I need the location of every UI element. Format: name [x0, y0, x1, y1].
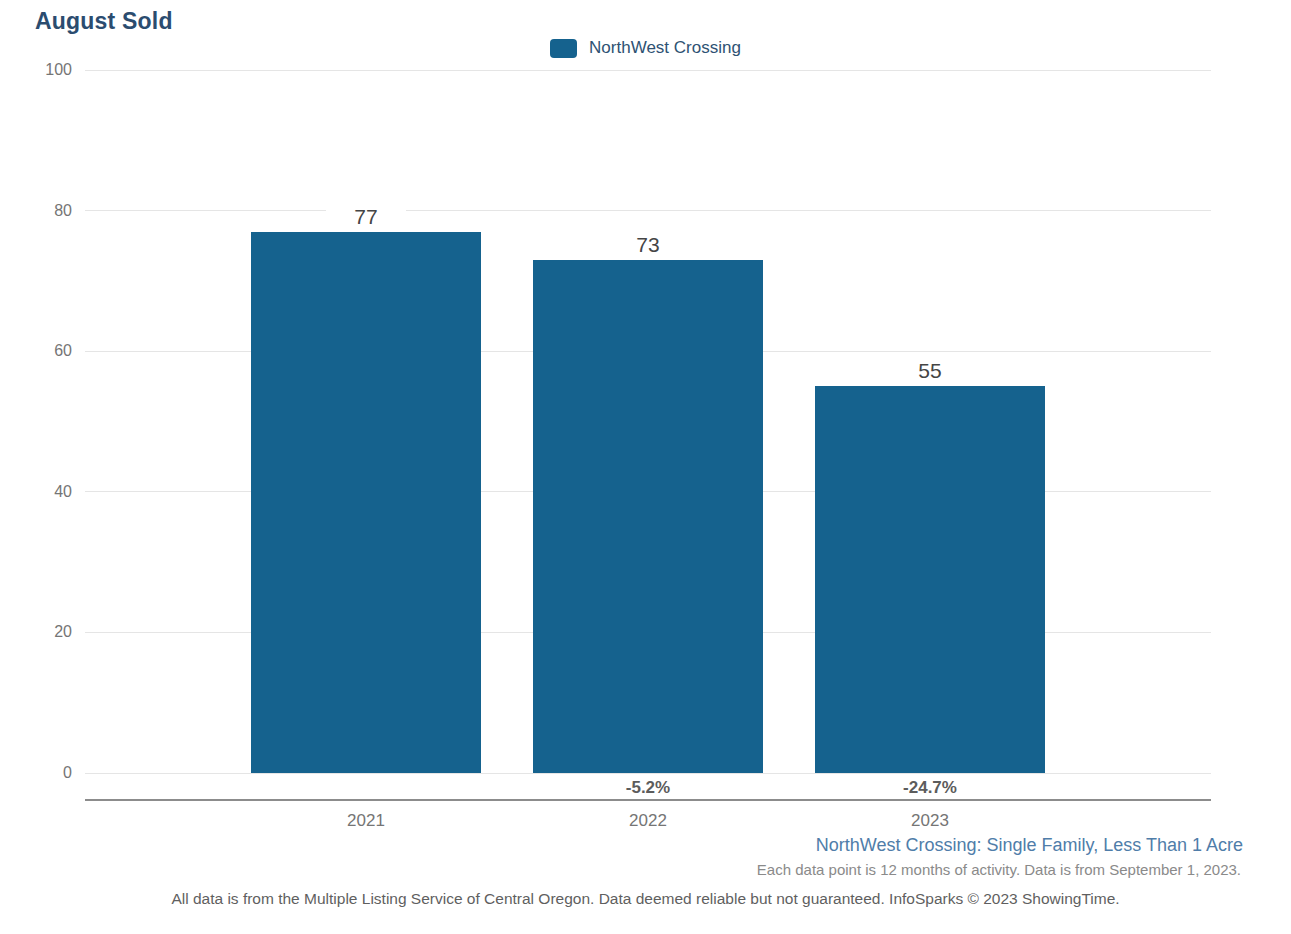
segment-label: NorthWest Crossing: Single Family, Less …: [816, 835, 1243, 856]
legend: NorthWest Crossing: [0, 38, 1291, 58]
y-tick-label-0: 0: [0, 764, 72, 782]
pct-change-label-2023: -24.7%: [860, 778, 1000, 798]
disclaimer: All data is from the Multiple Listing Se…: [0, 890, 1291, 908]
bar-2021[interactable]: [251, 232, 481, 773]
data-note: Each data point is 12 months of activity…: [757, 861, 1241, 878]
y-tick-label-40: 40: [0, 483, 72, 501]
legend-item-northwest-crossing[interactable]: NorthWest Crossing: [550, 38, 741, 58]
x-tick-label-2023: 2023: [870, 811, 990, 831]
y-tick-label-100: 100: [0, 61, 72, 79]
x-axis-line: [85, 799, 1211, 801]
x-tick-label-2021: 2021: [306, 811, 426, 831]
legend-swatch-icon: [550, 39, 577, 58]
bar-2022[interactable]: [533, 260, 763, 773]
legend-label: NorthWest Crossing: [589, 38, 741, 58]
x-tick-label-2022: 2022: [588, 811, 708, 831]
y-tick-label-20: 20: [0, 623, 72, 641]
y-tick-label-60: 60: [0, 342, 72, 360]
y-tick-label-80: 80: [0, 202, 72, 220]
gridline-y-100: [85, 70, 1211, 71]
bar-value-label-2022: 73: [608, 233, 688, 257]
bar-value-label-2023: 55: [890, 359, 970, 383]
gridline-y-80: [85, 210, 1211, 211]
chart-title: August Sold: [35, 8, 173, 35]
pct-change-label-2022: -5.2%: [578, 778, 718, 798]
chart-canvas: August Sold NorthWest Crossing NorthWest…: [0, 0, 1291, 934]
bar-value-label-2021: 77: [326, 205, 406, 229]
bar-2023[interactable]: [815, 386, 1045, 773]
